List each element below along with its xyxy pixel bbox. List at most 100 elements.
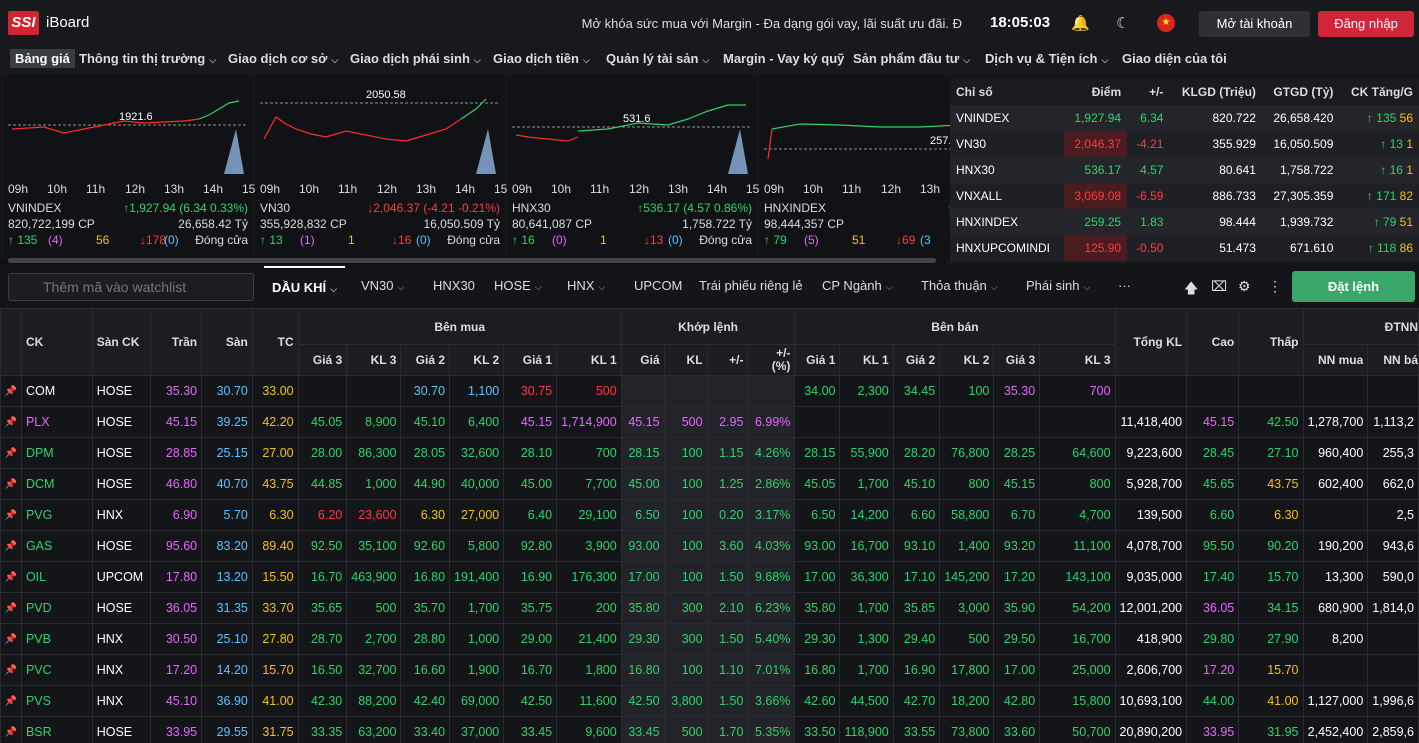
col-header-mc[interactable]: +/- [706,344,749,376]
stock-symbol[interactable]: PVB [20,623,93,655]
more-vert-icon[interactable]: ⋮ [1268,278,1282,294]
pin-icon[interactable]: 📌 [0,592,22,624]
col-header-sv1[interactable]: KL 1 [839,344,894,376]
col-header-mpct[interactable]: +/- (%) [747,344,796,376]
mini-chart-vn30[interactable]: 2050.58 09h 10h 11h 12h 13h 14h 15h VN30 ↓2,046.3… [256,79,514,257]
board-row[interactable]: 📌 PVS HNX 45.10 36.90 41.00 42.30 88,200 42.40 69… [0,685,1419,717]
stock-symbol[interactable]: GAS [20,530,93,562]
stock-symbol[interactable]: DPM [20,437,93,469]
watchlist-tab-1[interactable]: VN30 ⌵ [361,278,404,293]
vietnam-flag-icon[interactable]: ★ [1157,14,1175,32]
mini-chart-vnindex[interactable]: 1921.6 09h 10h 11h 12h 13h 14h 15h VNINDEX ↑1,927… [4,79,262,257]
stock-symbol[interactable]: PVG [20,499,93,531]
bell-icon[interactable]: 🔔 [1071,15,1090,32]
index-row[interactable]: HNXUPCOMINDI 125.90 -0.50 51.473 671.610… [950,235,1419,261]
board-row[interactable]: 📌 PVG HNX 6.90 5.70 6.30 6.20 23,600 6.30 27,000 6… [0,499,1419,531]
pin-icon[interactable]: 📌 [0,716,22,743]
total-volume-header[interactable]: Tổng KL [1114,308,1188,376]
nav-item-5[interactable]: Quản lý tài sản ⌵ [606,51,709,66]
watchlist-tab-5[interactable]: UPCOM [634,278,682,293]
pin-icon[interactable]: 📌 [0,530,22,562]
board-row[interactable]: 📌 DCM HOSE 46.80 40.70 43.75 44.85 1,000 44.90 40… [0,468,1419,500]
pin-icon[interactable]: 📌 [0,437,22,469]
col-header-sv3[interactable]: KL 3 [1039,344,1116,376]
stock-symbol[interactable]: PLX [20,406,93,438]
gear-icon[interactable]: ⚙ [1238,278,1251,294]
watchlist-tab-10[interactable]: ··· [1118,278,1131,293]
exchange-header[interactable]: Sàn CK [91,308,152,376]
watchlist-search-input[interactable] [8,273,254,301]
excel-export-icon[interactable]: ⌧ [1211,278,1228,294]
watchlist-tab-3[interactable]: HOSE ⌵ [494,278,542,293]
watchlist-tab-9[interactable]: Phái sinh ⌵ [1026,278,1090,293]
board-row[interactable]: 📌 COM HOSE 35.30 30.70 33.00 30.70 1,100 30.75 50… [0,375,1419,407]
low-header[interactable]: Thấp [1238,308,1304,376]
moon-icon[interactable]: ☾ [1116,15,1130,32]
watchlist-tab-0[interactable]: DẦU KHÍ ⌵ [264,266,345,308]
nav-item-9[interactable]: Giao diện của tôi [1122,51,1227,66]
col-header-bv2[interactable]: KL 2 [449,344,505,376]
nav-item-1[interactable]: Thông tin thị trường ⌵ [79,51,216,66]
col-header-s3[interactable]: Giá 3 [993,344,1041,376]
index-row[interactable]: HNX30 536.17 4.57 80.641 1,758.722 ↑ 16 … [950,157,1419,183]
col-header-nnb[interactable]: NN mua [1302,344,1369,376]
board-row[interactable]: 📌 OIL UPCOM 17.80 13.20 15.50 16.70 463,900 16.8… [0,561,1419,593]
col-header-s2[interactable]: Giá 2 [892,344,941,376]
stock-symbol[interactable]: PVD [20,592,93,624]
col-header-bv3[interactable]: KL 3 [346,344,402,376]
nav-item-6[interactable]: Margin - Vay ký quỹ [723,51,844,66]
nav-item-7[interactable]: Sản phẩm đầu tư ⌵ [853,51,970,66]
board-row[interactable]: 📌 PVC HNX 17.20 14.20 15.70 16.50 32,700 16.60 1,… [0,654,1419,686]
board-row[interactable]: 📌 PLX HOSE 45.15 39.25 42.20 45.05 8,900 45.10 6,… [0,406,1419,438]
col-header-b2[interactable]: Giá 2 [400,344,451,376]
board-row[interactable]: 📌 GAS HOSE 95.60 83.20 89.40 92.50 35,100 92.60 5… [0,530,1419,562]
col-header-b1[interactable]: Giá 1 [503,344,558,376]
ceil-header[interactable]: Trần [150,308,203,376]
stock-symbol[interactable]: DCM [20,468,93,500]
floor-header[interactable]: Sàn [201,308,253,376]
stock-symbol[interactable]: BSR [20,716,93,743]
index-row[interactable]: VN30 2,046.37 -4.21 355.929 16,050.509 ↑… [950,131,1419,157]
pin-icon[interactable]: 📌 [0,375,22,407]
watchlist-tab-8[interactable]: Thỏa thuận ⌵ [921,278,998,293]
watchlist-tab-7[interactable]: CP Ngành ⌵ [822,278,893,293]
nav-item-0[interactable]: Bảng giá [10,49,75,68]
col-header-sv2[interactable]: KL 2 [939,344,995,376]
high-header[interactable]: Cao [1186,308,1240,376]
stock-symbol[interactable]: COM [20,375,93,407]
pin-icon[interactable]: 📌 [0,499,22,531]
pin-icon[interactable]: 📌 [0,561,22,593]
board-row[interactable]: 📌 DPM HOSE 28.85 25.15 27.00 28.00 86,300 28.05 3… [0,437,1419,469]
place-order-button[interactable]: Đặt lệnh [1292,271,1415,302]
board-row[interactable]: 📌 PVB HNX 30.50 25.10 27.80 28.70 2,700 28.80 1,0… [0,623,1419,655]
index-row[interactable]: VNXALL 3,069.08 -6.59 886.733 27,305.359… [950,183,1419,209]
board-row[interactable]: 📌 PVD HOSE 36.05 31.35 33.70 35.65 500 35.70 1,70… [0,592,1419,624]
col-header-s1[interactable]: Giá 1 [794,344,841,376]
col-header-nns[interactable]: NN bá [1367,344,1419,376]
col-header-bv1[interactable]: KL 1 [556,344,622,376]
mini-chart-hnx30[interactable]: 531.6 09h 10h 11h 12h 13h 14h 15h HNX30 ↑536.17 (… [508,79,766,257]
watchlist-tab-4[interactable]: HNX ⌵ [567,278,605,293]
watchlist-tab-2[interactable]: HNX30 [433,278,475,293]
login-button[interactable]: Đăng nhập [1318,11,1414,37]
board-row[interactable]: 📌 BSR HOSE 33.95 29.55 31.75 33.35 63,200 33.40 3… [0,716,1419,743]
col-header-mv[interactable]: KL [663,344,708,376]
stock-symbol[interactable]: OIL [20,561,93,593]
arrow-up-icon[interactable]: 🡅 [1184,280,1199,296]
ref-header[interactable]: TC [251,308,299,376]
stock-symbol[interactable]: PVC [20,654,93,686]
charts-scrollbar[interactable] [0,258,946,264]
nav-item-2[interactable]: Giao dịch cơ sở ⌵ [228,51,338,66]
ssi-logo[interactable]: SSI [8,11,39,35]
ck-header[interactable]: CK [20,308,93,376]
pin-icon[interactable]: 📌 [0,623,22,655]
promo-marquee[interactable]: Mở khóa sức mua với Margin - Đa dạng gói… [581,16,962,31]
index-row[interactable]: VNINDEX 1,927.94 6.34 820.722 26,658.420… [950,105,1419,131]
open-account-button[interactable]: Mở tài khoản [1199,11,1310,37]
stock-symbol[interactable]: PVS [20,685,93,717]
pin-icon[interactable]: 📌 [0,406,22,438]
index-row[interactable]: HNXINDEX 259.25 1.83 98.444 1,939.732 ↑ … [950,209,1419,235]
col-header-b3[interactable]: Giá 3 [297,344,348,376]
nav-item-3[interactable]: Giao dịch phái sinh ⌵ [350,51,481,66]
watchlist-tab-6[interactable]: Trái phiếu riêng lẻ [699,278,803,293]
